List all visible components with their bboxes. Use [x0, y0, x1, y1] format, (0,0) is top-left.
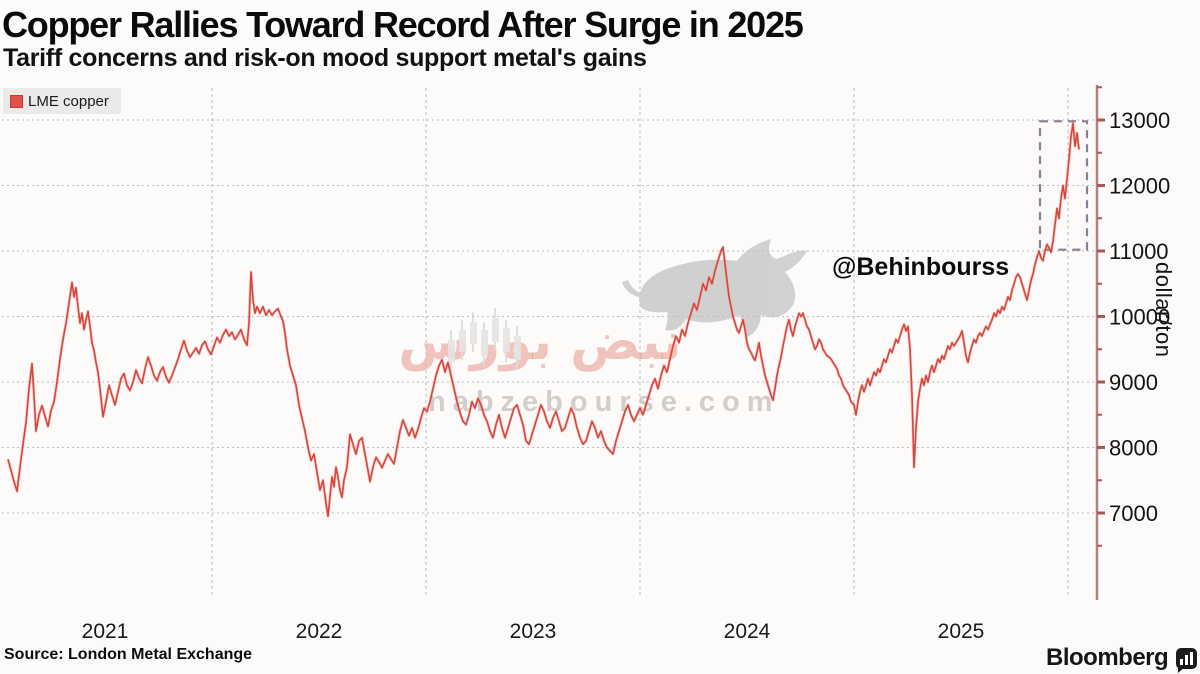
bloomberg-wordmark: Bloomberg: [1046, 644, 1169, 671]
chart-subtitle: Tariff concerns and risk-on mood support…: [3, 44, 647, 72]
source-note: Source: London Metal Exchange: [4, 646, 253, 663]
bloomberg-logo: Bloomberg: [1046, 644, 1198, 673]
bloomberg-icon: [1176, 647, 1198, 673]
legend-marker-icon: [10, 94, 23, 108]
y-axis-title: dollar/ton: [1151, 262, 1176, 358]
social-handle-annotation: @Behinbourss: [832, 253, 1010, 281]
candlestick-watermark-icon: [448, 308, 521, 372]
chart-title: Copper Rallies Toward Record After Surge…: [2, 4, 804, 45]
legend-label: LME copper: [28, 92, 109, 110]
bull-watermark-icon: [622, 239, 807, 337]
legend: LME copper: [3, 88, 121, 114]
